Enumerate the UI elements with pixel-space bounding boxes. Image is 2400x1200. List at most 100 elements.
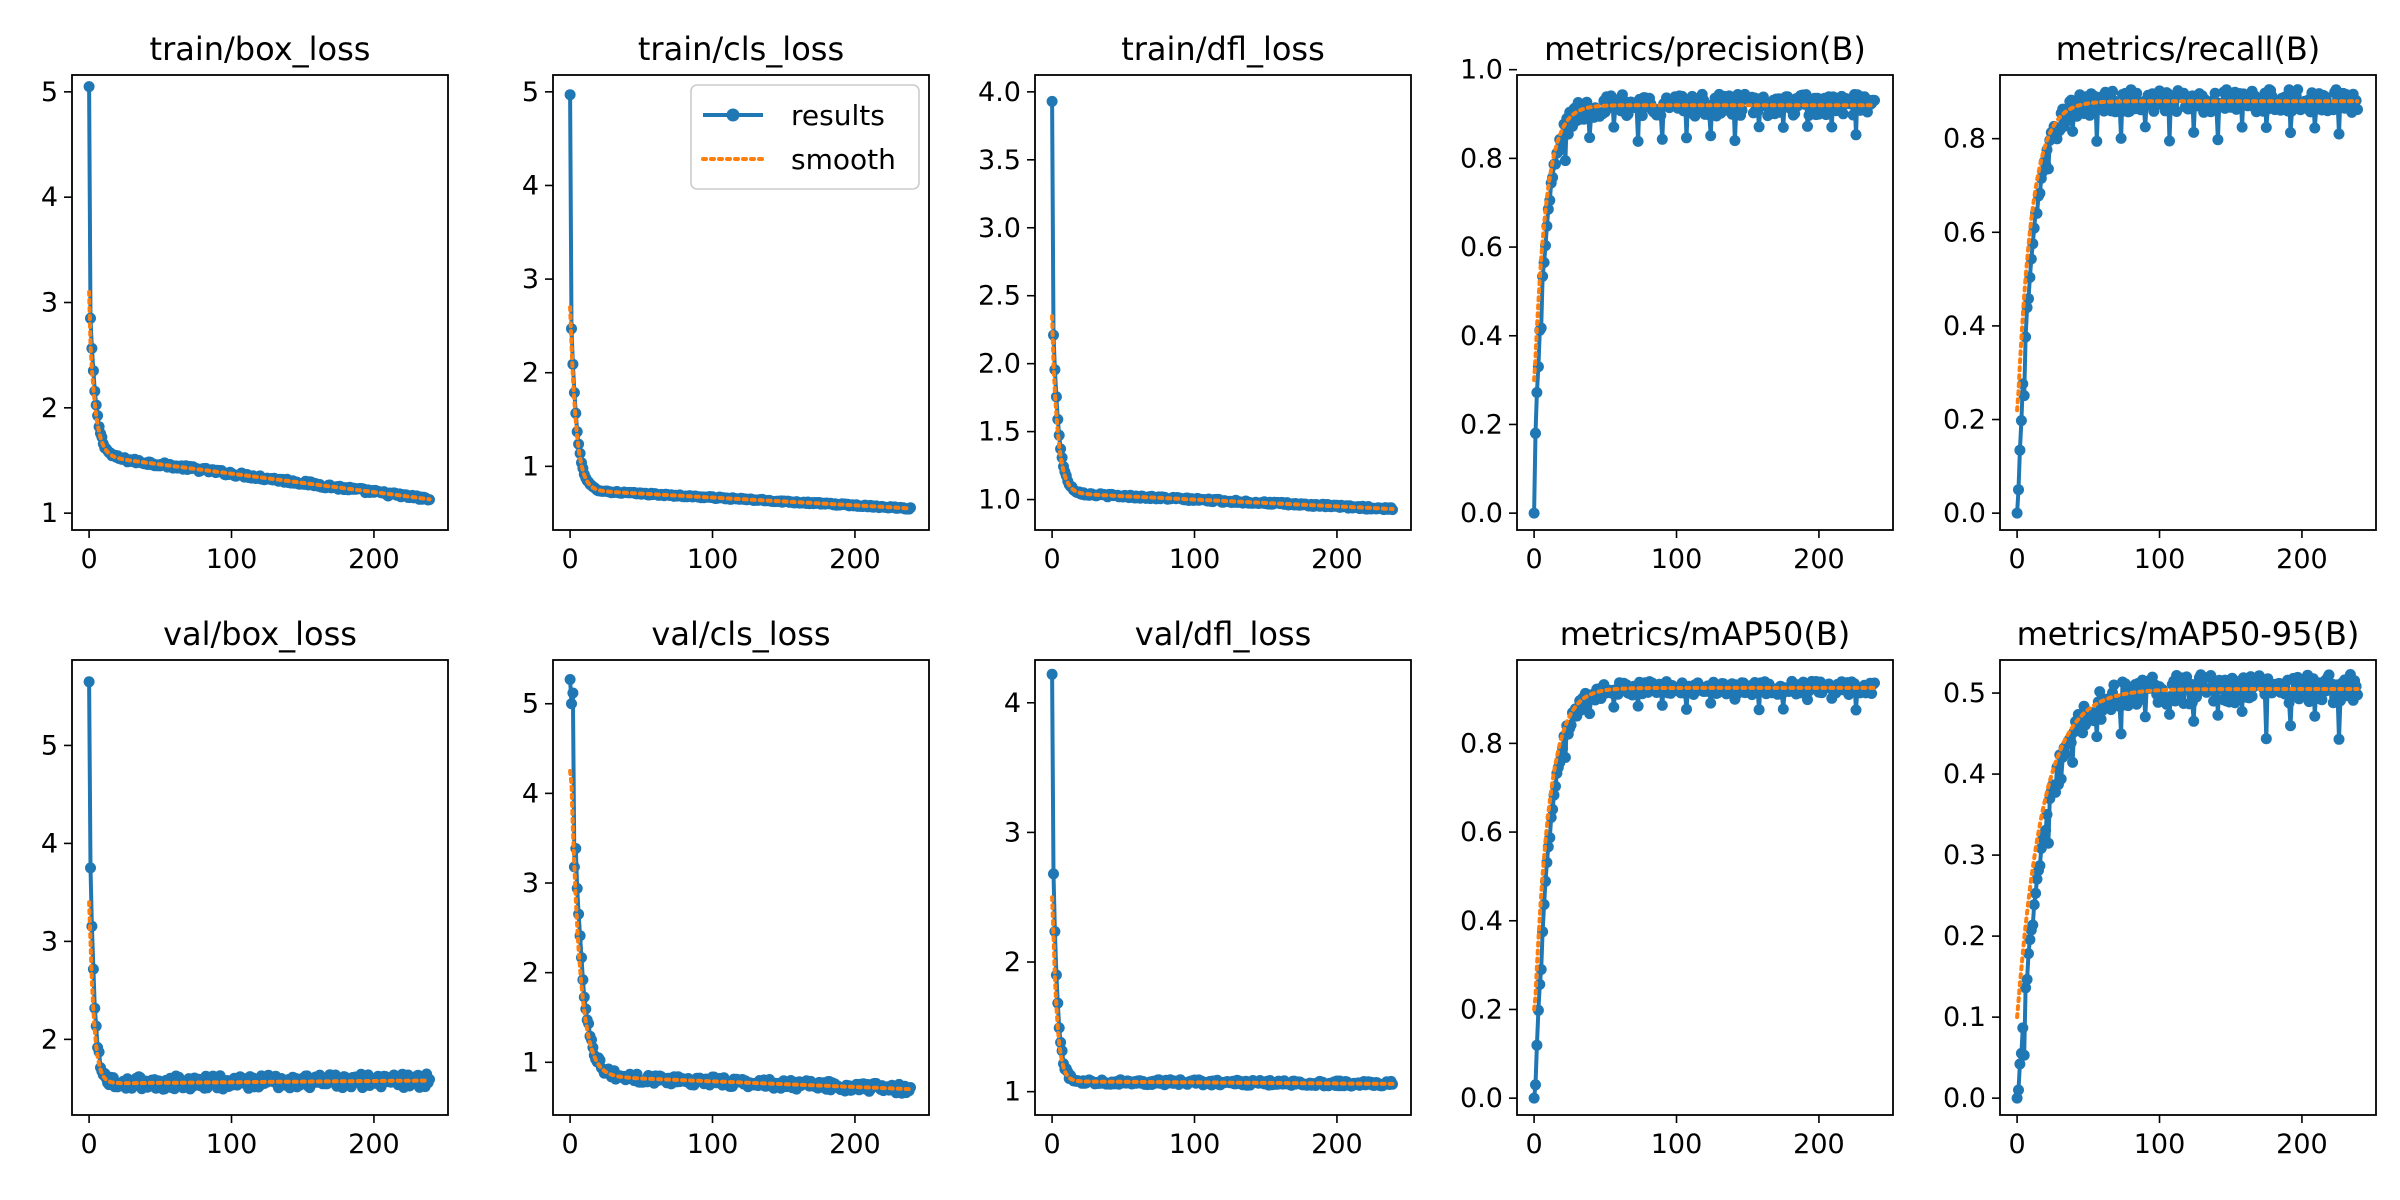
data-point-results (1559, 155, 1571, 167)
data-point-results (1530, 427, 1541, 439)
data-point-results (2013, 484, 2024, 496)
x-tick-label: 100 (206, 544, 258, 575)
axes-frame (71, 74, 449, 531)
data-point-results (1775, 106, 1786, 118)
data-point-results (2014, 444, 2026, 456)
x-tick-label: 100 (687, 544, 739, 575)
series-line-smooth (568, 769, 913, 1092)
x-tick-label: 0 (2008, 544, 2025, 575)
data-point-results (2067, 125, 2079, 137)
series-line-smooth (1532, 103, 1877, 383)
x-tick-label: 200 (1793, 1129, 1845, 1160)
data-point-results (2352, 104, 2363, 115)
y-tick-label: 0.6 (1460, 817, 1503, 848)
data-point-results (2309, 710, 2321, 722)
data-point-results (2236, 121, 2248, 133)
axes-frame (1034, 659, 1412, 1116)
data-point-results (2065, 737, 2077, 749)
x-tick-label: 100 (2134, 544, 2186, 575)
x-tick-label: 100 (2134, 1129, 2186, 1160)
series-line-results (87, 86, 431, 502)
x-tick-label: 100 (1651, 1129, 1703, 1160)
data-point-results (2013, 1084, 2024, 1096)
data-point-results (1632, 135, 1644, 147)
plot-area (564, 674, 916, 1099)
y-tick-label: 0.0 (1460, 1083, 1503, 1114)
panel-title: train/cls_loss (638, 30, 844, 68)
series-line-smooth (1050, 314, 1395, 511)
data-point-results (2060, 748, 2071, 760)
data-point-results (1528, 507, 1540, 519)
y-tick-label: 0.4 (1460, 321, 1503, 352)
data-point-results (2023, 948, 2034, 960)
y-tick-label: 0.4 (1943, 311, 1986, 342)
data-point-results (2333, 128, 2345, 140)
y-tick-label: 4 (522, 170, 539, 201)
data-point-results (1797, 676, 1809, 688)
panel-metrics-recall-b-: metrics/recall(B) 0 100 200 0.0 0.2 0.4 0.6 0.8 (1943, 30, 2377, 575)
legend-marker-results (726, 108, 740, 122)
axes-frame (1999, 659, 2377, 1116)
data-point-results (2209, 87, 2221, 99)
data-point-results (2323, 669, 2335, 681)
data-point-results (2091, 731, 2103, 743)
data-point-results (1681, 703, 1692, 715)
plot-area (2011, 84, 2363, 519)
x-tick-label: 100 (1169, 1129, 1221, 1160)
series-line-smooth (87, 900, 432, 1086)
x-tick-label: 200 (1311, 1129, 1363, 1160)
data-point-results (2139, 711, 2151, 723)
x-tick-label: 200 (2276, 544, 2328, 575)
panel-title: val/cls_loss (651, 615, 830, 653)
x-tick-label: 200 (348, 544, 400, 575)
x-tick-label: 100 (206, 1129, 258, 1160)
plot-area (2011, 669, 2363, 1104)
y-tick-label: 0.0 (1460, 498, 1503, 529)
data-point-results (2107, 85, 2118, 97)
y-tick-label: 1.0 (978, 485, 1021, 516)
y-tick-label: 0.0 (1943, 498, 1986, 529)
x-tick-label: 0 (561, 1129, 578, 1160)
data-point-results (2042, 837, 2054, 849)
y-tick-label: 0.8 (1460, 728, 1503, 759)
panel-title: metrics/recall(B) (2056, 30, 2321, 68)
data-point-results (1656, 133, 1668, 145)
data-point-results (2260, 733, 2272, 745)
data-point-results (2178, 87, 2190, 99)
plot-area (1046, 95, 1398, 516)
y-tick-label: 5 (522, 77, 539, 108)
legend-label-smooth: smooth (791, 143, 896, 176)
y-tick-label: 0.8 (1943, 124, 1986, 155)
data-point-results (2011, 507, 2023, 519)
x-tick-label: 0 (80, 1129, 97, 1160)
data-point-results (2131, 87, 2143, 99)
x-tick-label: 200 (348, 1129, 400, 1160)
series-line-results (1050, 674, 1395, 1089)
data-point-results (2095, 713, 2107, 725)
x-tick-label: 100 (687, 1129, 739, 1160)
data-point-results (564, 89, 576, 101)
data-point-results (566, 323, 577, 335)
plot-area (564, 89, 916, 515)
data-point-results (1608, 121, 1620, 133)
data-point-results (2018, 1049, 2030, 1061)
x-tick-label: 200 (1311, 544, 1363, 575)
y-tick-label: 3 (522, 868, 539, 899)
data-point-results (1869, 94, 1880, 106)
x-tick-label: 0 (1043, 1129, 1060, 1160)
series-line-smooth (1050, 895, 1395, 1086)
panel-title: val/box_loss (163, 615, 357, 653)
y-tick-label: 2 (41, 1024, 58, 1055)
y-tick-label: 0.1 (1943, 1002, 1986, 1033)
data-point-results (1531, 1039, 1543, 1051)
data-point-results (2260, 122, 2272, 133)
panel-metrics-map50-95-b-: metrics/mAP50-95(B) 0 100 200 0.0 0.1 0.2 0.3 0.… (1943, 615, 2377, 1160)
x-tick-label: 0 (561, 544, 578, 575)
data-point-results (85, 862, 96, 874)
data-point-results (1777, 121, 1789, 133)
y-tick-label: 0.2 (1943, 405, 1986, 436)
x-tick-label: 200 (829, 544, 881, 575)
data-point-results (2031, 873, 2043, 885)
data-point-results (1608, 701, 1620, 713)
y-tick-label: 2 (522, 358, 539, 389)
